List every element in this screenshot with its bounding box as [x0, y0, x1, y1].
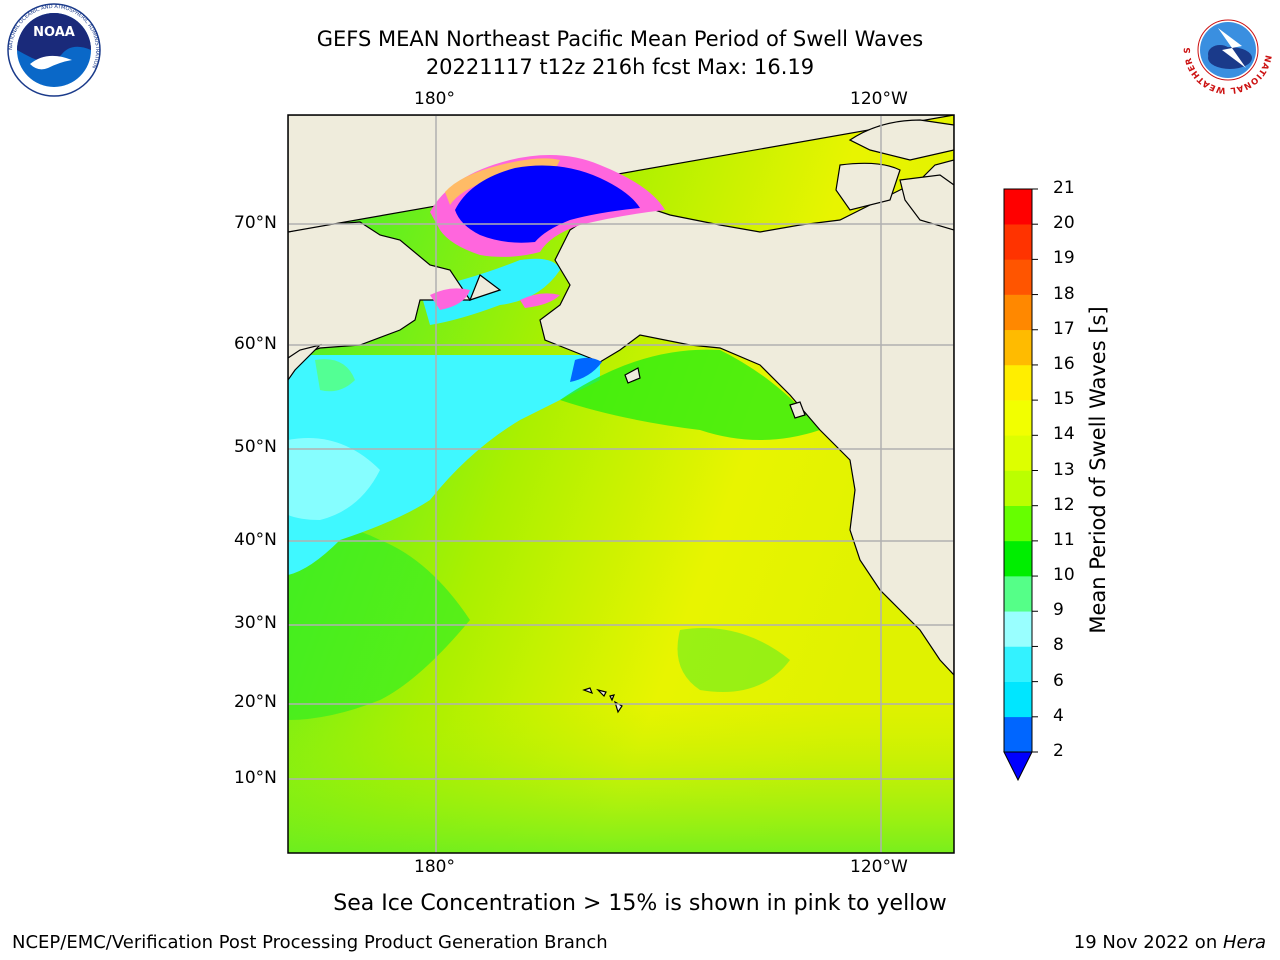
colorbar-segment — [1004, 189, 1032, 225]
nws-logo: NATIONAL WEATHER SERVICE — [1178, 2, 1274, 96]
colorbar-label: Mean Period of Swell Waves [s] — [1086, 306, 1110, 634]
lat-label-10n: 10°N — [234, 768, 277, 788]
green-patch-bering — [315, 359, 355, 392]
colorbar-segment — [1004, 364, 1032, 401]
gulf-alaska-green — [560, 349, 820, 440]
lon-label-bottom-180: 180° — [414, 857, 455, 877]
sea-ice-pink-strait — [430, 288, 470, 310]
colorbar-tick-label: 6 — [1053, 670, 1064, 691]
cyan-region — [288, 355, 600, 575]
colorbar-segment — [1004, 646, 1032, 682]
lat-label-40n: 40°N — [234, 530, 277, 550]
colorbar-tick-label: 11 — [1053, 529, 1075, 550]
colorbar-tick-label: 13 — [1053, 459, 1075, 480]
light-cyan-patch — [288, 438, 380, 520]
title-line-1: GEFS MEAN Northeast Pacific Mean Period … — [316, 27, 924, 51]
central-green-patch — [677, 628, 790, 692]
colorbar-segment — [1004, 611, 1032, 647]
colorbar-segment — [1004, 329, 1032, 366]
colorbar-segment — [1004, 435, 1032, 471]
colorbar-tick-label: 15 — [1053, 389, 1075, 410]
caption: Sea Ice Concentration > 15% is shown in … — [333, 891, 947, 916]
lon-label-top-180: 180° — [414, 89, 455, 109]
colorbar-segment — [1004, 400, 1032, 436]
title-line-2: 20221117 t12z 216h fcst Max: 16.19 — [425, 55, 815, 79]
lat-label-60n: 60°N — [234, 334, 277, 354]
colorbar-tick-label: 4 — [1053, 705, 1064, 726]
colorbar-tick-label: 20 — [1053, 213, 1075, 234]
lat-label-20n: 20°N — [234, 692, 277, 712]
colorbar-segment — [1004, 259, 1032, 295]
colorbar-tick-label: 17 — [1053, 318, 1075, 339]
land-areas — [288, 115, 954, 714]
noaa-logo-text: NOAA — [33, 25, 75, 40]
colorbar-tick-label: 10 — [1053, 565, 1075, 586]
colorbar-tick-label: 16 — [1053, 353, 1075, 374]
graticule — [288, 115, 954, 853]
colorbar-segment — [1004, 540, 1032, 577]
colorbar-segment — [1004, 716, 1032, 753]
lon-label-top-120w: 120°W — [850, 89, 908, 109]
footer-date: 19 Nov 2022 on Hera — [1074, 932, 1266, 953]
colorbar-segment — [1004, 576, 1032, 612]
cook-inlet-blue — [570, 357, 602, 382]
footer-credit: NCEP/EMC/Verification Post Processing Pr… — [12, 932, 608, 953]
noaa-logo: NOAA NATIONAL OCEANIC AND ATMOSPHERIC AD… — [7, 3, 101, 97]
colorbar-tick-label: 12 — [1053, 494, 1075, 515]
colorbar — [1003, 188, 1038, 782]
lon-label-bottom-120w: 120°W — [850, 857, 908, 877]
sea-ice-pink-east — [520, 293, 560, 308]
colorbar-segment — [1004, 470, 1032, 506]
colorbar-tick-label: 8 — [1053, 635, 1064, 656]
colorbar-extend-arrow — [1003, 751, 1033, 782]
colorbar-tick-label: 21 — [1053, 178, 1075, 198]
footer-host: Hera — [1222, 932, 1266, 953]
colorbar-segment — [1004, 294, 1032, 331]
lat-label-50n: 50°N — [234, 437, 277, 457]
colorbar-segment — [1004, 681, 1032, 718]
lat-label-30n: 30°N — [234, 613, 277, 633]
map-frame — [287, 114, 955, 854]
colorbar-tick-label: 18 — [1053, 283, 1075, 304]
colorbar-segment — [1004, 224, 1032, 260]
southern-band — [288, 700, 954, 853]
colorbar-segment — [1004, 505, 1032, 542]
colorbar-tick-label: 14 — [1053, 424, 1075, 445]
west-green-region — [288, 520, 470, 720]
footer-date-text: 19 Nov 2022 on — [1073, 932, 1223, 953]
lat-label-70n: 70°N — [234, 213, 277, 233]
colorbar-tick-label: 2 — [1053, 741, 1064, 761]
colorbar-tick-label: 9 — [1053, 600, 1064, 621]
colorbar-tick-label: 19 — [1053, 248, 1075, 269]
